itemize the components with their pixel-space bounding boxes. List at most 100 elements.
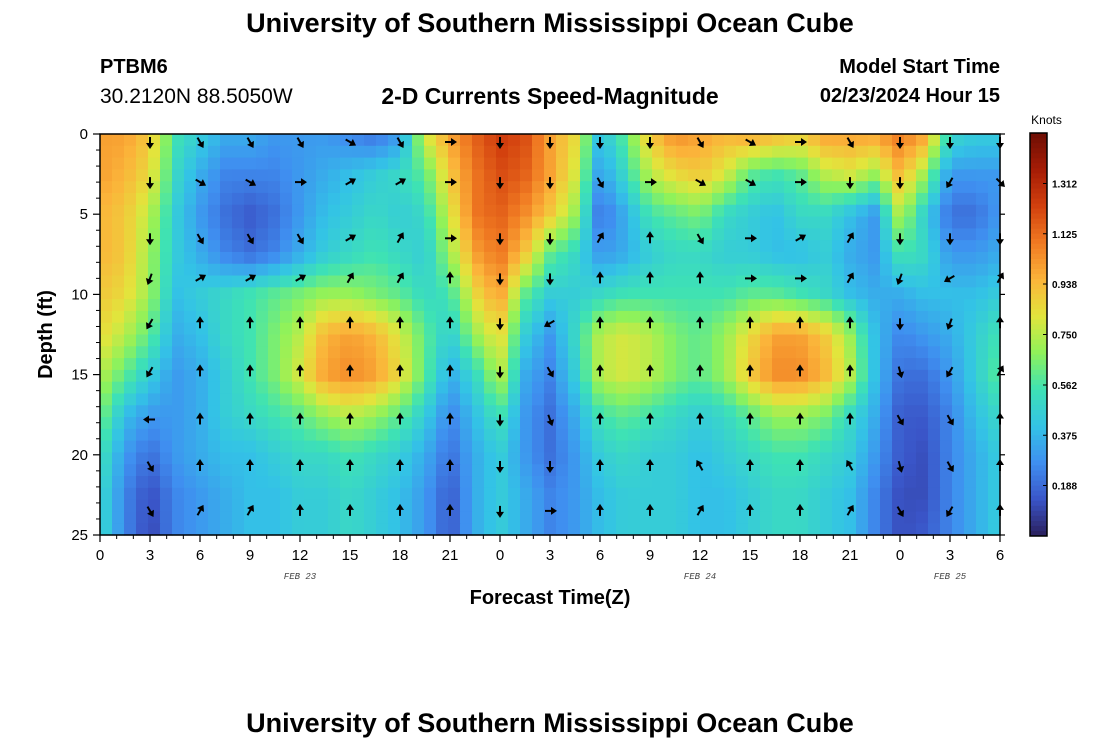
heatmap-cell <box>652 346 665 359</box>
heatmap-cell <box>424 417 437 430</box>
heatmap-cell <box>304 299 317 312</box>
heatmap-cell <box>328 381 341 395</box>
heatmap-cell <box>556 476 569 489</box>
heatmap-cell <box>808 145 821 159</box>
heatmap-cell <box>616 464 629 477</box>
heatmap-cell <box>208 334 221 347</box>
heatmap-cell <box>688 169 701 182</box>
heatmap-cell <box>916 358 929 371</box>
heatmap-cell <box>712 275 725 288</box>
heatmap-cell <box>256 310 269 324</box>
heatmap-cell <box>316 145 329 159</box>
heatmap-cell <box>424 181 437 194</box>
heatmap-cell <box>904 440 917 454</box>
heatmap-cell <box>112 169 125 182</box>
heatmap-cell <box>280 428 293 442</box>
heatmap-cell <box>424 405 437 418</box>
heatmap-cell <box>904 134 917 147</box>
heatmap-cell <box>304 523 317 536</box>
heatmap-cell <box>760 487 773 501</box>
heatmap-cell <box>352 523 365 536</box>
heatmap-cell <box>676 192 689 206</box>
heatmap-cell <box>436 476 449 489</box>
heatmap-cell <box>172 464 185 477</box>
heatmap-cell <box>652 228 665 241</box>
heatmap-cell <box>520 251 533 265</box>
heatmap-cell <box>868 322 881 336</box>
current-vector-arrow <box>345 138 357 146</box>
heatmap-cell <box>772 169 785 182</box>
heatmap-cell <box>544 287 557 300</box>
y-tick-label: 0 <box>80 126 88 143</box>
heatmap-cell <box>376 299 389 312</box>
heatmap-cell <box>580 499 593 513</box>
heatmap-cell <box>568 145 581 159</box>
heatmap-cell <box>268 476 281 489</box>
heatmap-cell <box>112 393 125 406</box>
heatmap-cell <box>652 287 665 300</box>
heatmap-cell <box>364 369 377 383</box>
heatmap-cell <box>376 381 389 395</box>
heatmap-cell <box>988 145 1001 159</box>
heatmap-cell <box>856 393 869 406</box>
current-vector-arrow <box>645 178 657 187</box>
heatmap-cell <box>232 181 245 194</box>
heatmap-cell <box>304 251 317 265</box>
heatmap-cell <box>580 511 593 524</box>
heatmap-cell <box>448 322 461 336</box>
heatmap-cell <box>544 310 557 324</box>
current-vector-arrow <box>696 233 704 245</box>
heatmap-cell <box>280 181 293 194</box>
heatmap-cell <box>652 157 665 170</box>
heatmap-cell <box>712 192 725 206</box>
heatmap-cell <box>784 204 797 218</box>
heatmap-cell <box>952 310 965 324</box>
heatmap-cell <box>220 464 233 477</box>
heatmap-cell <box>760 369 773 383</box>
heatmap-cell <box>688 440 701 454</box>
heatmap-cell <box>832 228 845 241</box>
heatmap-cell <box>112 322 125 336</box>
heatmap-cell <box>724 192 737 206</box>
heatmap-cell <box>892 428 905 442</box>
heatmap-cell <box>436 358 449 371</box>
heatmap-cell <box>556 275 569 288</box>
heatmap-cell <box>460 322 473 336</box>
heatmap-cell <box>112 346 125 359</box>
heatmap-cell <box>136 440 149 454</box>
heatmap-cell <box>220 346 233 359</box>
heatmap-cell <box>820 263 833 277</box>
heatmap-cell <box>196 523 209 536</box>
heatmap-cell <box>124 181 137 194</box>
heatmap-cell <box>532 393 545 406</box>
heatmap-cell <box>712 381 725 395</box>
heatmap-cell <box>832 369 845 383</box>
heatmap-cell <box>508 145 521 159</box>
heatmap-cell <box>952 440 965 454</box>
heatmap-cell <box>940 381 953 395</box>
heatmap-cell <box>316 251 329 265</box>
current-vector-arrow <box>346 503 354 516</box>
heatmap-cell <box>940 204 953 218</box>
current-vector-arrow <box>796 503 804 516</box>
colorbar-segment <box>1030 354 1047 361</box>
heatmap-cell <box>796 169 809 182</box>
heatmap-cell <box>724 263 737 277</box>
heatmap-cell <box>940 358 953 371</box>
heatmap-cell <box>628 452 641 465</box>
heatmap-cell <box>676 240 689 253</box>
heatmap-cell <box>448 487 461 501</box>
heatmap-cell <box>916 405 929 418</box>
heatmap-cell <box>472 346 485 359</box>
colorbar-segment <box>1030 425 1047 431</box>
heatmap-cell <box>232 523 245 536</box>
heatmap-cell <box>880 134 893 147</box>
current-vector-arrow <box>646 412 654 425</box>
heatmap-cell <box>496 228 509 241</box>
heatmap-cell <box>592 216 605 229</box>
heatmap-cell <box>652 310 665 324</box>
current-vector-arrow <box>846 412 854 425</box>
heatmap-cell <box>640 487 653 501</box>
heatmap-cell <box>160 275 173 288</box>
heatmap-cell <box>616 275 629 288</box>
